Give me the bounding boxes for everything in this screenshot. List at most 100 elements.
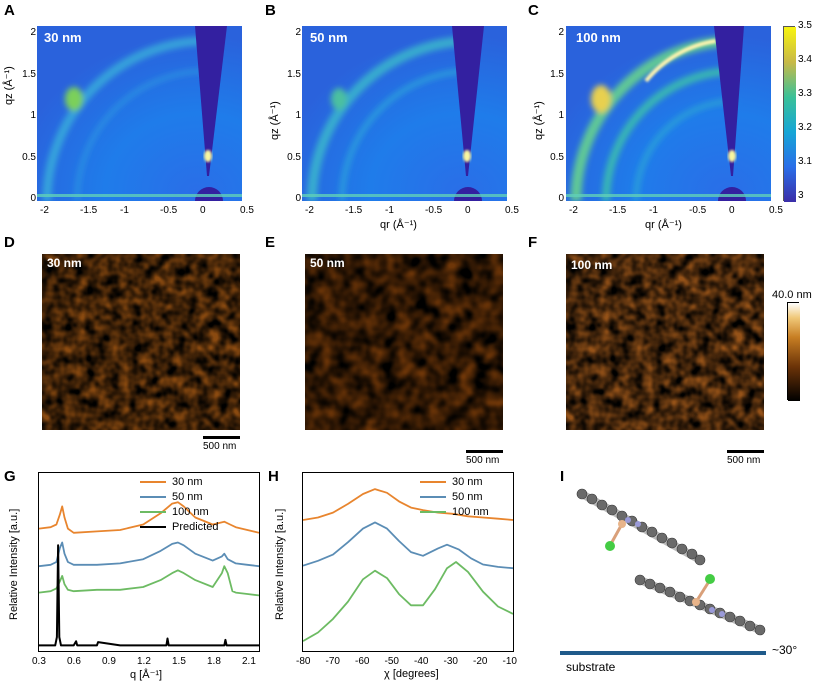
chart-g-xtick: 0.9 (102, 656, 116, 667)
giwaxs-xtick: -0.5 (160, 205, 178, 216)
scale-bar-d (203, 436, 240, 439)
chart-h-legend-50: 50 nm (420, 491, 483, 503)
panel-letter-f: F (528, 234, 538, 251)
giwaxs-colorbar-tick: 3.1 (798, 156, 812, 167)
chart-g-frame (38, 472, 260, 652)
series-line-50-nm (38, 541, 260, 568)
legend-label: Predicted (172, 521, 219, 533)
panel-letter-d: D (4, 234, 15, 251)
chart-g-xtick: 0.3 (32, 656, 46, 667)
giwaxs-xtick: -2 (305, 205, 314, 216)
legend-label: 30 nm (452, 476, 483, 488)
chart-g-legend-100: 100 nm (140, 506, 209, 518)
giwaxs-xtick: -1.5 (80, 205, 98, 216)
giwaxs-ytick: 0 (295, 193, 301, 204)
series-line-50-nm (302, 521, 514, 570)
afm-image-f (566, 254, 764, 430)
panel-letter-a: A (4, 2, 15, 19)
afm-colorbar (787, 302, 800, 401)
panel-letter-b: B (265, 2, 276, 19)
giwaxs-xtick: -1 (649, 205, 658, 216)
giwaxs-xtick: -2 (569, 205, 578, 216)
series-line-100-nm (38, 565, 260, 597)
giwaxs-xtick: 0 (729, 205, 735, 216)
giwaxs-ytick: 1.5 (22, 68, 36, 80)
molecule-upper (576, 488, 706, 566)
afm-image-d (42, 254, 240, 430)
giwaxs-ytick: 1.5 (550, 68, 564, 80)
giwaxs-colorbar-tick: 3 (798, 190, 804, 201)
molecule-lower (634, 574, 766, 636)
giwaxs-colorbar-tick: 3.5 (798, 20, 812, 31)
giwaxs-xtick: 0 (465, 205, 471, 216)
giwaxs-image-c (566, 26, 771, 202)
legend-label: 100 nm (172, 506, 209, 518)
giwaxs-ytick: 2 (30, 27, 36, 38)
legend-swatch (420, 496, 446, 498)
giwaxs-ytick: 0.5 (22, 151, 36, 163)
legend-label: 100 nm (452, 506, 489, 518)
panel-letter-h: H (268, 468, 279, 485)
giwaxs-ytick: 2 (295, 27, 301, 38)
chart-g-xtick: 1.5 (172, 656, 186, 667)
giwaxs-ytick: 2 (558, 27, 564, 38)
giwaxs-ylabel-b: qz (Å⁻¹) (269, 101, 281, 140)
giwaxs-ytick: 1 (558, 110, 564, 121)
chart-g-legend-predicted: Predicted (140, 521, 218, 533)
afm-colorbar-label: 40.0 nm (772, 289, 812, 301)
giwaxs-xtick: -1.5 (609, 205, 627, 216)
chart-h-xtick: -80 (296, 656, 311, 667)
giwaxs-xtick: -1 (120, 205, 129, 216)
legend-swatch (420, 511, 446, 513)
giwaxs-xtick: 0.5 (769, 205, 783, 216)
giwaxs-xtick: -2 (40, 205, 49, 216)
chart-h-xlabel: χ [degrees] (384, 668, 439, 680)
chart-g-xtick: 2.1 (242, 656, 256, 667)
chart-h-xtick: -20 (473, 656, 488, 667)
legend-swatch (420, 481, 446, 483)
afm-label-e: 50 nm (310, 256, 345, 270)
chart-h-ylabel: Relative Intensity [a.u.] (274, 508, 286, 620)
giwaxs-ytick: 1.5 (287, 68, 301, 80)
giwaxs-xtick: -0.5 (425, 205, 443, 216)
legend-swatch (140, 496, 166, 498)
chart-h-xtick: -40 (414, 656, 429, 667)
scale-bar-label-d: 500 nm (203, 441, 237, 452)
chart-g-plot (38, 501, 260, 647)
giwaxs-colorbar (783, 26, 796, 202)
giwaxs-xtick: -0.5 (689, 205, 707, 216)
giwaxs-xtick: -1 (385, 205, 394, 216)
panel-letter-g: G (4, 468, 16, 485)
chart-h-xtick: -60 (355, 656, 370, 667)
chart-g-legend-50: 50 nm (140, 491, 203, 503)
legend-label: 30 nm (172, 476, 203, 488)
giwaxs-image-b (302, 26, 507, 202)
scale-bar-label-e: 500 nm (466, 455, 500, 466)
giwaxs-xtick: -1.5 (345, 205, 363, 216)
chart-g-xtick: 0.6 (67, 656, 81, 667)
legend-swatch (140, 481, 166, 483)
giwaxs-image-a (37, 26, 242, 202)
chart-h-plot (302, 488, 514, 642)
giwaxs-label-b: 50 nm (310, 30, 348, 45)
giwaxs-colorbar-tick: 3.4 (798, 54, 812, 65)
giwaxs-ytick: 0.5 (287, 151, 301, 163)
legend-swatch (140, 526, 166, 528)
giwaxs-xtick: 0.5 (505, 205, 519, 216)
scale-bar-f (727, 450, 764, 453)
chart-h-xtick: -50 (384, 656, 399, 667)
scale-bar-e (466, 450, 503, 453)
giwaxs-xlabel-b: qr (Å⁻¹) (380, 219, 417, 231)
series-line-30-nm (302, 488, 514, 521)
giwaxs-label-c: 100 nm (576, 30, 621, 45)
chart-g-xtick: 1.2 (137, 656, 151, 667)
series-line-30-nm (38, 501, 260, 534)
giwaxs-xtick: 0 (200, 205, 206, 216)
giwaxs-label-a: 30 nm (44, 30, 82, 45)
legend-label: 50 nm (172, 491, 203, 503)
chart-g-xtick: 1.8 (207, 656, 221, 667)
afm-label-f: 100 nm (571, 258, 613, 272)
giwaxs-ytick: 1 (295, 110, 301, 121)
giwaxs-ytick: 0 (558, 193, 564, 204)
giwaxs-ytick: 0 (30, 193, 36, 204)
